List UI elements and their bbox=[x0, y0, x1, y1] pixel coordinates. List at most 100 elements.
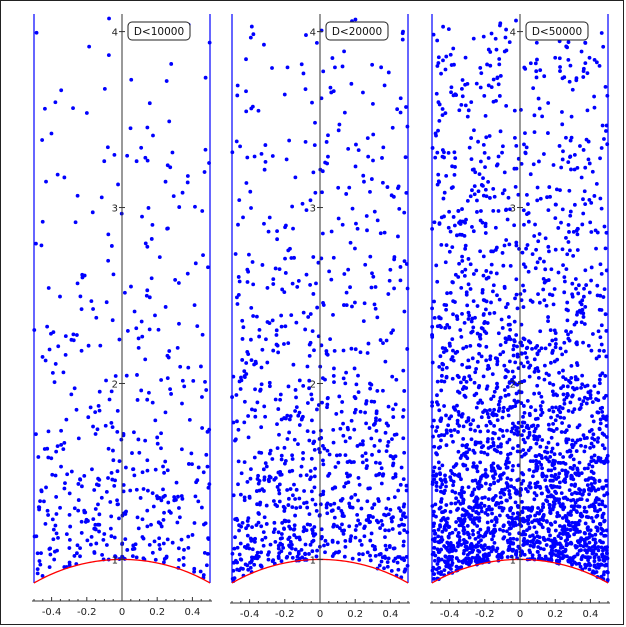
data-point bbox=[274, 328, 279, 333]
data-point bbox=[472, 464, 476, 469]
data-point bbox=[551, 302, 556, 307]
data-point bbox=[332, 366, 336, 371]
data-point bbox=[325, 542, 330, 547]
data-point bbox=[557, 549, 561, 554]
data-point bbox=[542, 74, 547, 79]
data-point bbox=[545, 450, 550, 455]
data-point bbox=[201, 253, 205, 257]
data-point bbox=[490, 537, 494, 542]
data-point bbox=[463, 267, 468, 272]
data-point bbox=[330, 56, 335, 60]
data-point bbox=[437, 408, 442, 413]
data-point bbox=[368, 553, 372, 558]
data-point bbox=[472, 128, 476, 133]
data-point bbox=[312, 474, 317, 479]
data-point bbox=[341, 348, 346, 353]
data-point bbox=[550, 463, 555, 468]
data-point bbox=[482, 94, 487, 98]
data-point bbox=[302, 501, 306, 506]
data-point bbox=[368, 189, 372, 194]
data-point bbox=[531, 544, 536, 549]
data-point bbox=[241, 567, 245, 571]
data-point bbox=[549, 449, 554, 454]
data-point bbox=[314, 508, 319, 513]
x-tick-label: -0.2 bbox=[77, 607, 97, 618]
data-point bbox=[381, 145, 386, 150]
data-point bbox=[79, 531, 84, 535]
data-point bbox=[471, 272, 476, 276]
data-point bbox=[274, 342, 279, 347]
data-point bbox=[443, 473, 447, 478]
data-point bbox=[176, 546, 181, 551]
data-point bbox=[439, 518, 444, 523]
data-point bbox=[246, 414, 251, 418]
data-point bbox=[595, 528, 600, 533]
data-point bbox=[375, 389, 380, 393]
data-point bbox=[597, 348, 602, 353]
data-point bbox=[310, 527, 315, 532]
data-point bbox=[474, 366, 478, 371]
data-point bbox=[104, 489, 109, 494]
data-point bbox=[294, 487, 299, 492]
data-point bbox=[599, 31, 604, 35]
data-point bbox=[572, 202, 577, 207]
data-point bbox=[340, 400, 345, 404]
data-point bbox=[153, 313, 157, 318]
data-point bbox=[259, 425, 264, 430]
data-point bbox=[72, 386, 77, 391]
data-point bbox=[234, 139, 239, 144]
data-point bbox=[442, 526, 447, 531]
data-point bbox=[538, 68, 543, 73]
data-point bbox=[343, 544, 348, 549]
data-point bbox=[442, 155, 446, 160]
data-point bbox=[170, 150, 175, 155]
data-point bbox=[353, 300, 357, 305]
data-point bbox=[600, 409, 605, 414]
data-point bbox=[398, 278, 403, 283]
data-point bbox=[328, 85, 333, 90]
data-point bbox=[528, 298, 533, 303]
data-point bbox=[560, 516, 565, 520]
data-point bbox=[47, 547, 52, 551]
data-point bbox=[564, 135, 568, 140]
data-point bbox=[297, 537, 302, 542]
data-point bbox=[563, 538, 568, 543]
data-point bbox=[471, 418, 476, 423]
data-point bbox=[452, 428, 457, 432]
data-point bbox=[272, 520, 277, 525]
data-point bbox=[573, 277, 578, 281]
data-point bbox=[581, 537, 586, 542]
data-point bbox=[563, 547, 568, 552]
data-point bbox=[165, 376, 170, 381]
data-point bbox=[528, 413, 532, 418]
data-point bbox=[201, 470, 206, 475]
data-point bbox=[597, 354, 601, 359]
data-point bbox=[262, 221, 266, 226]
data-point bbox=[558, 65, 562, 69]
data-point bbox=[533, 61, 538, 66]
data-point bbox=[162, 560, 166, 565]
data-point bbox=[447, 249, 452, 254]
data-point bbox=[40, 219, 45, 224]
data-point bbox=[382, 230, 387, 235]
data-point bbox=[73, 220, 78, 225]
data-point bbox=[79, 307, 84, 312]
data-point bbox=[265, 360, 270, 365]
data-point bbox=[332, 522, 336, 527]
data-point bbox=[533, 417, 538, 421]
y-tick-label: 4 bbox=[510, 28, 516, 39]
data-point bbox=[454, 520, 459, 524]
data-point bbox=[455, 556, 459, 561]
data-point bbox=[598, 406, 603, 411]
data-point bbox=[384, 547, 389, 552]
data-point bbox=[579, 49, 584, 54]
data-point bbox=[67, 491, 72, 496]
data-point bbox=[593, 488, 598, 493]
data-point bbox=[386, 423, 390, 428]
data-point bbox=[471, 325, 476, 330]
data-point bbox=[480, 288, 485, 292]
data-point bbox=[382, 566, 386, 571]
data-point bbox=[448, 229, 453, 234]
data-point bbox=[301, 71, 306, 76]
data-point bbox=[564, 519, 569, 523]
